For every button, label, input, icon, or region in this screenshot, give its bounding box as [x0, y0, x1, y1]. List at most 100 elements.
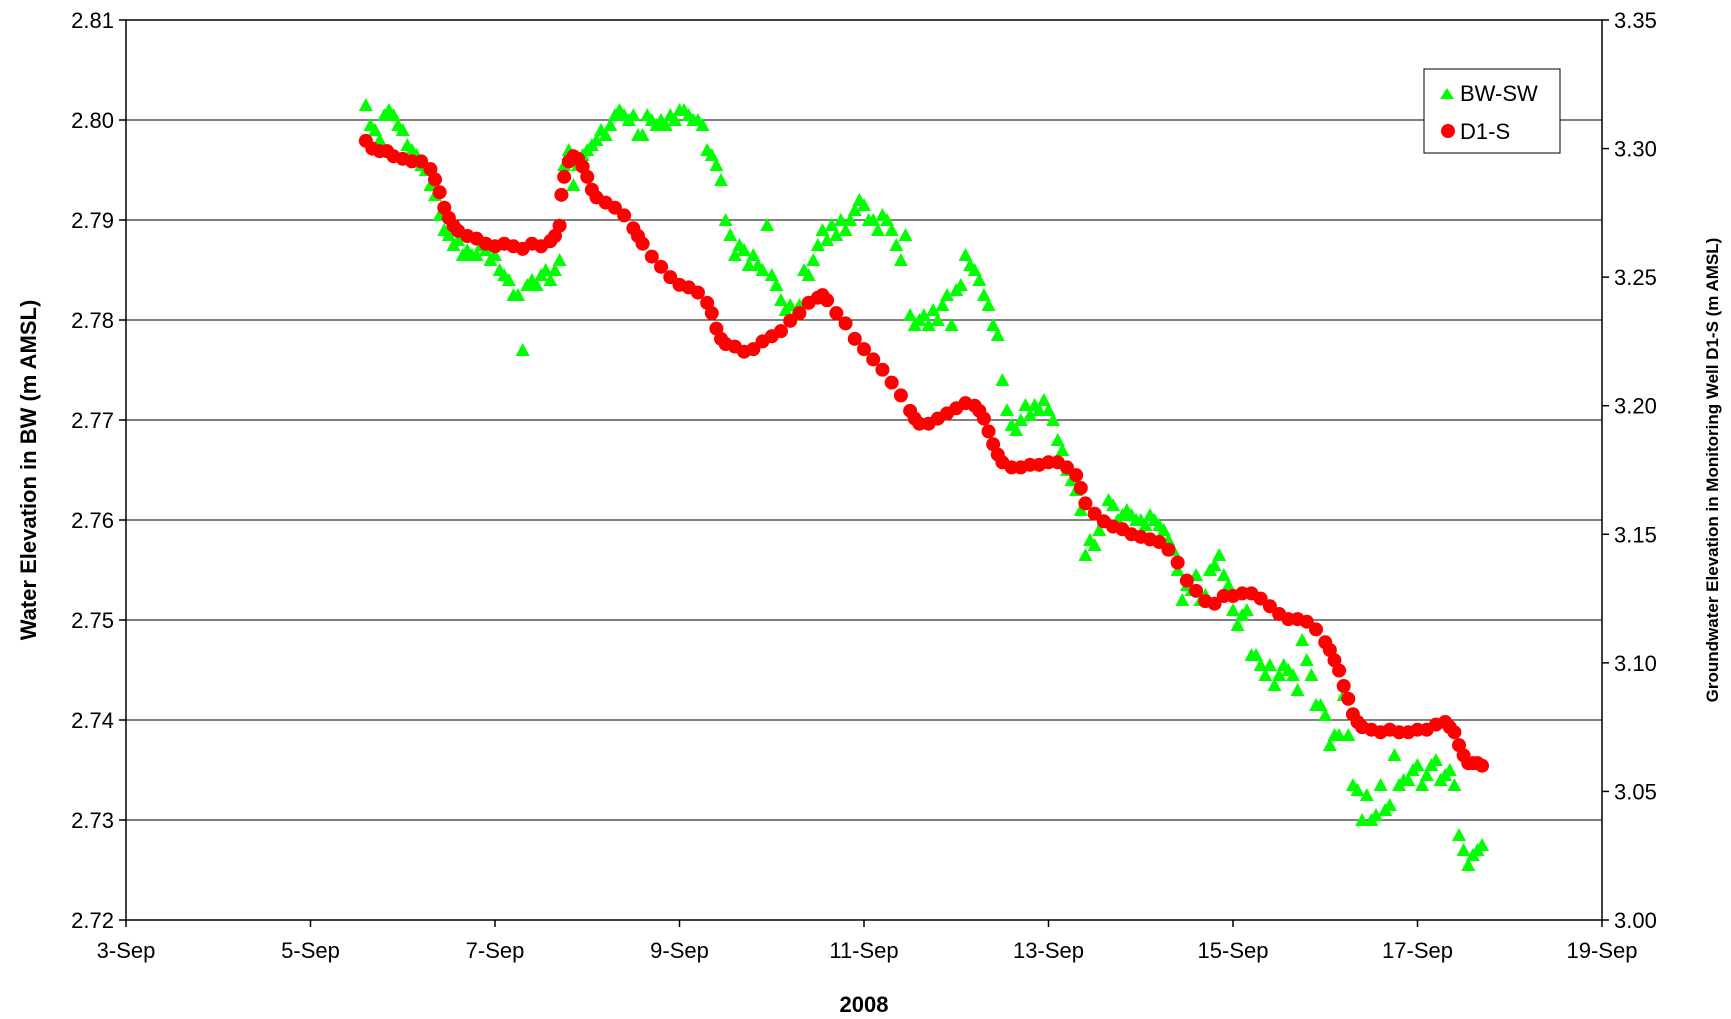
data-point-bw-sw	[695, 118, 710, 131]
data-point-bw-sw	[598, 128, 613, 141]
data-point-bw-sw	[511, 288, 526, 301]
series-d1-s	[358, 133, 1490, 773]
data-point-bw-sw	[1295, 633, 1310, 646]
x-tick-label: 5-Sep	[281, 938, 340, 963]
data-point-bw-sw	[667, 113, 682, 126]
data-point-bw-sw	[953, 278, 968, 291]
data-point-d1-s	[552, 218, 567, 233]
data-point-bw-sw	[1456, 843, 1471, 856]
data-point-bw-sw	[1419, 768, 1434, 781]
legend-marker-d1-s	[1441, 124, 1455, 138]
y-axis-right: 3.00 3.05 3.10 3.15 3.20 3.25 3.30 3.35	[1602, 8, 1657, 933]
data-point-bw-sw	[552, 253, 567, 266]
data-point-bw-sw	[833, 213, 848, 226]
data-point-bw-sw	[940, 288, 955, 301]
data-point-bw-sw	[1262, 658, 1277, 671]
data-point-bw-sw	[1415, 778, 1430, 791]
data-point-bw-sw	[1410, 758, 1425, 771]
data-point-bw-sw	[603, 118, 618, 131]
data-point-bw-sw	[469, 248, 484, 261]
data-point-bw-sw	[1023, 408, 1038, 421]
data-point-bw-sw	[995, 373, 1010, 386]
data-point-d1-s	[432, 185, 447, 200]
y-right-tick-label: 3.15	[1614, 522, 1657, 547]
data-point-bw-sw	[635, 128, 650, 141]
data-point-d1-s	[428, 172, 443, 187]
data-point-d1-s	[981, 424, 996, 439]
data-point-bw-sw	[1230, 618, 1245, 631]
data-point-bw-sw	[930, 313, 945, 326]
data-point-bw-sw	[1036, 393, 1051, 406]
data-point-d1-s	[829, 306, 844, 321]
data-point-d1-s	[1078, 496, 1093, 511]
data-point-bw-sw	[1050, 433, 1065, 446]
data-point-bw-sw	[501, 273, 516, 286]
data-point-bw-sw	[1073, 503, 1088, 516]
data-point-d1-s	[557, 169, 572, 184]
data-point-bw-sw	[986, 318, 1001, 331]
data-point-bw-sw	[626, 108, 641, 121]
data-point-d1-s	[976, 411, 991, 426]
data-point-bw-sw	[727, 248, 742, 261]
data-point-bw-sw	[990, 328, 1005, 341]
data-point-bw-sw	[829, 228, 844, 241]
data-point-bw-sw	[903, 308, 918, 321]
data-point-d1-s	[654, 259, 669, 274]
y-left-tick-label: 2.74	[71, 708, 114, 733]
data-point-bw-sw	[1285, 668, 1300, 681]
data-point-bw-sw	[1046, 413, 1061, 426]
data-point-bw-sw	[709, 158, 724, 171]
data-point-d1-s	[1179, 573, 1194, 588]
data-point-d1-s	[773, 324, 788, 339]
series-bw-sw	[358, 98, 1490, 871]
data-point-d1-s	[704, 306, 719, 321]
data-point-bw-sw	[1373, 778, 1388, 791]
data-point-bw-sw	[764, 268, 779, 281]
y-left-tick-label: 2.78	[71, 308, 114, 333]
data-point-d1-s	[847, 331, 862, 346]
data-point-bw-sw	[815, 223, 830, 236]
y-left-tick-label: 2.76	[71, 508, 114, 533]
data-point-bw-sw	[806, 253, 821, 266]
data-point-bw-sw	[451, 233, 466, 246]
data-point-bw-sw	[1272, 668, 1287, 681]
data-point-bw-sw	[820, 233, 835, 246]
data-point-bw-sw	[1078, 548, 1093, 561]
data-point-bw-sw	[958, 248, 973, 261]
data-point-bw-sw	[1212, 548, 1227, 561]
data-point-d1-s	[1069, 468, 1084, 483]
data-point-d1-s	[1253, 591, 1268, 606]
data-point-bw-sw	[857, 198, 871, 211]
y-right-tick-label: 3.30	[1614, 137, 1657, 162]
data-point-d1-s	[875, 362, 890, 377]
data-point-d1-s	[1447, 725, 1462, 740]
data-point-d1-s	[580, 169, 595, 184]
y-left-tick-label: 2.72	[71, 908, 114, 933]
data-point-bw-sw	[1258, 668, 1273, 681]
data-point-bw-sw	[981, 298, 996, 311]
data-point-d1-s	[1475, 758, 1490, 773]
data-point-d1-s	[792, 306, 807, 321]
data-point-bw-sw	[847, 203, 862, 216]
data-point-bw-sw	[773, 293, 788, 306]
data-point-bw-sw	[1041, 403, 1056, 416]
y-left-tick-label: 2.81	[71, 8, 114, 33]
data-point-bw-sw	[976, 288, 991, 301]
data-point-bw-sw	[1106, 498, 1121, 511]
data-point-d1-s	[690, 285, 705, 300]
data-point-d1-s	[866, 352, 881, 367]
data-point-d1-s	[838, 316, 853, 331]
data-point-d1-s	[1309, 622, 1324, 637]
data-point-bw-sw	[824, 218, 839, 231]
gridlines	[126, 119, 1602, 821]
data-point-d1-s	[820, 293, 835, 308]
data-point-bw-sw	[1350, 783, 1365, 796]
data-point-bw-sw	[999, 403, 1014, 416]
data-point-bw-sw	[1221, 578, 1236, 591]
x-tick-label: 3-Sep	[97, 938, 156, 963]
y-left-tick-label: 2.75	[71, 608, 114, 633]
data-point-bw-sw	[1009, 423, 1024, 436]
data-point-bw-sw	[1475, 838, 1490, 851]
data-point-bw-sw	[368, 123, 383, 136]
